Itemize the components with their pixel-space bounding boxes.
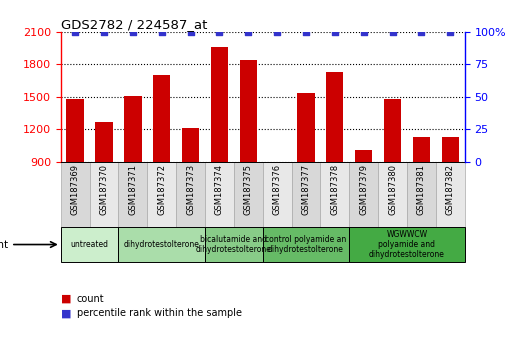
Point bbox=[301, 29, 310, 35]
Text: percentile rank within the sample: percentile rank within the sample bbox=[77, 308, 242, 318]
Text: GSM187372: GSM187372 bbox=[157, 164, 166, 215]
Bar bbox=[384, 99, 401, 259]
Bar bbox=[240, 60, 257, 259]
Bar bbox=[268, 164, 286, 259]
Point bbox=[71, 29, 79, 35]
Text: ■: ■ bbox=[61, 294, 71, 304]
Bar bbox=[349, 162, 378, 227]
Text: GSM187375: GSM187375 bbox=[244, 164, 253, 215]
Bar bbox=[182, 129, 199, 259]
Point bbox=[100, 29, 108, 35]
Bar bbox=[407, 162, 436, 227]
Bar bbox=[441, 137, 459, 259]
Point bbox=[129, 29, 137, 35]
Bar bbox=[96, 122, 112, 259]
Point bbox=[446, 29, 455, 35]
Text: bicalutamide and
dihydrotestolterone: bicalutamide and dihydrotestolterone bbox=[196, 235, 272, 254]
Bar bbox=[320, 162, 349, 227]
Bar bbox=[326, 72, 343, 259]
Bar bbox=[297, 93, 315, 259]
Text: ■: ■ bbox=[61, 308, 71, 318]
Bar bbox=[205, 162, 234, 227]
Point bbox=[388, 29, 397, 35]
Text: GSM187369: GSM187369 bbox=[71, 164, 80, 215]
Point bbox=[244, 29, 252, 35]
Bar bbox=[349, 227, 465, 262]
Point bbox=[417, 29, 426, 35]
Text: GSM187380: GSM187380 bbox=[388, 164, 397, 215]
Text: WGWWCW
polyamide and
dihydrotestolterone: WGWWCW polyamide and dihydrotestolterone bbox=[369, 230, 445, 259]
Text: GSM187371: GSM187371 bbox=[128, 164, 137, 215]
Bar bbox=[124, 96, 142, 259]
Bar bbox=[262, 227, 349, 262]
Bar bbox=[436, 162, 465, 227]
Bar bbox=[67, 99, 84, 259]
Text: count: count bbox=[77, 294, 104, 304]
Text: GSM187379: GSM187379 bbox=[359, 164, 368, 215]
Bar bbox=[355, 150, 372, 259]
Text: GSM187373: GSM187373 bbox=[186, 164, 195, 215]
Text: GSM187370: GSM187370 bbox=[99, 164, 108, 215]
Bar bbox=[118, 227, 205, 262]
Bar bbox=[176, 162, 205, 227]
Bar bbox=[205, 227, 262, 262]
Bar bbox=[61, 162, 90, 227]
Bar bbox=[61, 227, 118, 262]
Point bbox=[273, 29, 281, 35]
Bar bbox=[413, 137, 430, 259]
Bar bbox=[262, 162, 291, 227]
Text: GSM187376: GSM187376 bbox=[272, 164, 281, 215]
Point bbox=[157, 29, 166, 35]
Text: dihydrotestolterone: dihydrotestolterone bbox=[124, 240, 200, 249]
Bar bbox=[153, 75, 171, 259]
Text: GSM187378: GSM187378 bbox=[331, 164, 340, 215]
Bar bbox=[211, 47, 228, 259]
Bar bbox=[378, 162, 407, 227]
Text: agent: agent bbox=[0, 240, 56, 250]
Text: control polyamide an
dihydrotestolterone: control polyamide an dihydrotestolterone bbox=[266, 235, 346, 254]
Bar bbox=[291, 162, 320, 227]
Bar bbox=[234, 162, 263, 227]
Text: untreated: untreated bbox=[71, 240, 109, 249]
Bar bbox=[147, 162, 176, 227]
Point bbox=[360, 29, 368, 35]
Point bbox=[331, 29, 339, 35]
Text: GDS2782 / 224587_at: GDS2782 / 224587_at bbox=[61, 18, 207, 31]
Bar bbox=[90, 162, 118, 227]
Point bbox=[186, 29, 195, 35]
Text: GSM187381: GSM187381 bbox=[417, 164, 426, 215]
Text: GSM187382: GSM187382 bbox=[446, 164, 455, 215]
Text: GSM187374: GSM187374 bbox=[215, 164, 224, 215]
Text: GSM187377: GSM187377 bbox=[301, 164, 310, 215]
Point bbox=[215, 29, 224, 35]
Bar bbox=[118, 162, 147, 227]
